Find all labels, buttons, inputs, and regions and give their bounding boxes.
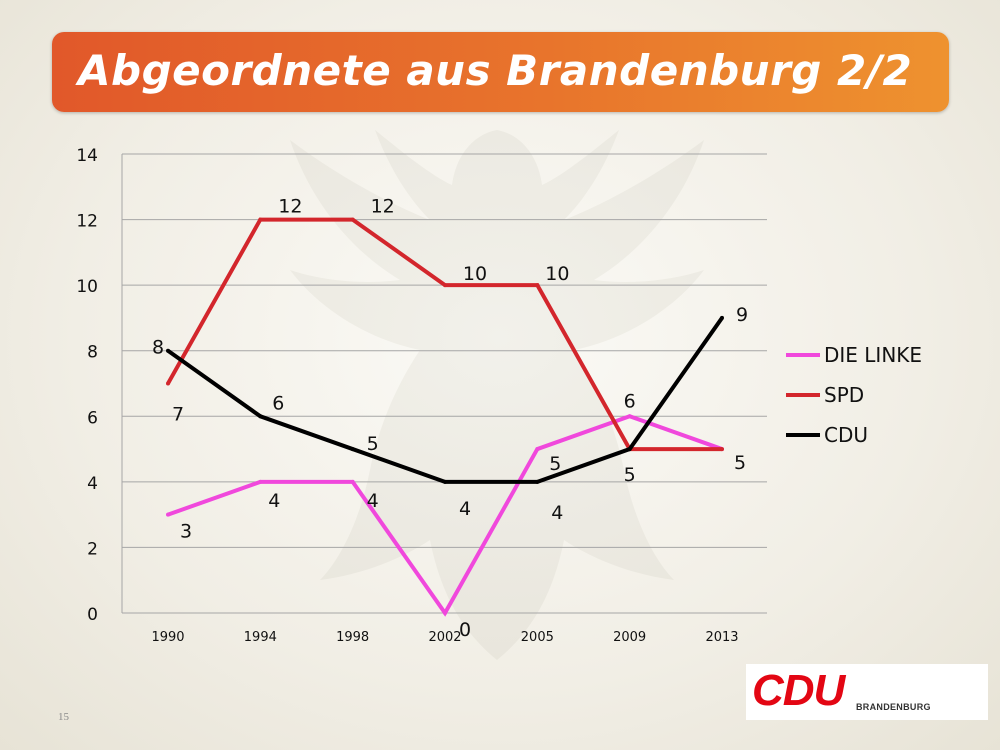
x-tick-label: 2013	[705, 630, 738, 645]
data-point	[720, 447, 724, 452]
data-label: 5	[734, 452, 746, 474]
eagle-watermark	[290, 130, 704, 660]
y-tick-label: 6	[87, 408, 98, 428]
y-tick-label: 10	[76, 277, 98, 297]
logo-main-text: CDU	[752, 666, 845, 715]
y-tick-label: 4	[87, 474, 98, 494]
cdu-brandenburg-logo: CDU BRANDENBURG	[746, 664, 988, 720]
y-tick-label: 2	[87, 539, 98, 559]
data-point	[443, 283, 447, 288]
data-label: 5	[549, 453, 561, 475]
x-tick-label: 1998	[336, 630, 369, 645]
data-label: 9	[736, 304, 748, 326]
data-label: 8	[152, 337, 164, 359]
y-tick-label: 8	[87, 343, 98, 363]
slide-title: Abgeordnete aus Brandenburg 2/2	[78, 46, 913, 95]
logo-sub-text: BRANDENBURG	[856, 702, 931, 712]
x-tick-label: 1994	[244, 630, 277, 645]
data-label: 0	[459, 619, 471, 641]
data-point	[258, 414, 263, 419]
data-point	[166, 512, 170, 517]
x-tick-label: 2005	[521, 630, 554, 645]
data-point	[535, 447, 540, 452]
legend-entry: CDU	[824, 423, 868, 447]
data-label: 12	[278, 196, 302, 218]
data-point	[443, 611, 447, 615]
data-point	[166, 348, 170, 353]
y-tick-label: 0	[87, 605, 98, 625]
title-bar: Abgeordnete aus Brandenburg 2/2	[52, 32, 949, 112]
data-point	[350, 479, 355, 484]
data-label: 4	[551, 502, 563, 524]
data-point	[443, 479, 447, 484]
y-tick-label: 12	[76, 212, 98, 232]
legend-entry: SPD	[824, 383, 864, 407]
x-tick-label: 2009	[613, 630, 646, 645]
data-point	[720, 315, 724, 320]
data-point	[350, 217, 355, 222]
data-point	[350, 447, 355, 452]
page-number: 15	[58, 711, 69, 723]
data-point	[627, 447, 632, 452]
x-tick-label: 2002	[428, 630, 461, 645]
data-point	[166, 381, 170, 386]
data-point	[535, 283, 540, 288]
data-label: 10	[463, 263, 487, 285]
data-label: 6	[624, 390, 636, 412]
data-label: 12	[371, 196, 395, 218]
data-point	[258, 217, 263, 222]
data-label: 7	[172, 404, 184, 426]
data-label: 3	[180, 521, 192, 543]
data-label: 10	[545, 263, 569, 285]
data-label: 4	[367, 490, 379, 512]
data-point	[258, 479, 263, 484]
data-label: 6	[272, 392, 284, 414]
data-point	[535, 479, 540, 484]
data-label: 4	[268, 490, 280, 512]
x-tick-label: 1990	[151, 630, 184, 645]
data-label: 5	[367, 433, 379, 455]
data-point	[627, 414, 632, 419]
y-tick-label: 14	[76, 146, 98, 166]
data-label: 4	[459, 498, 471, 520]
legend-entry: DIE LINKE	[824, 343, 922, 367]
data-label: 5	[624, 464, 636, 486]
